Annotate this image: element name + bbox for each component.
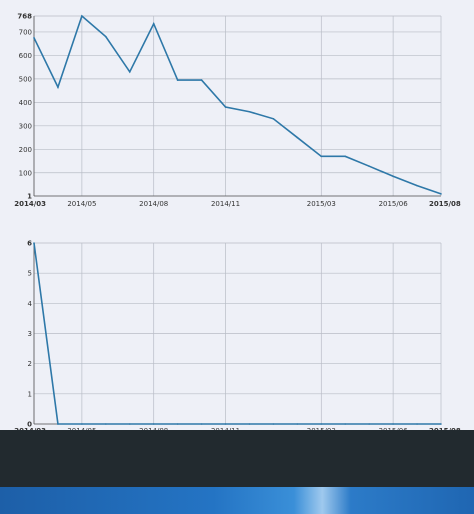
y-tick-label: 100 [19, 169, 32, 177]
data-point [224, 106, 227, 108]
data-point [344, 155, 347, 158]
data-point [176, 79, 179, 81]
data-point [105, 35, 107, 38]
data-point [57, 423, 59, 425]
data-point [200, 79, 203, 81]
data-point [200, 423, 203, 425]
data-point [272, 423, 275, 425]
y-tick-label: 500 [19, 75, 32, 83]
y-tick-label: 4 [28, 300, 33, 308]
data-point [392, 423, 394, 425]
x-tick-label: 2014/03 [14, 200, 46, 208]
data-point [152, 423, 155, 425]
x-tick-label: 2014/08 [139, 200, 168, 208]
data-point [81, 15, 83, 17]
data-point [248, 110, 251, 113]
data-point [296, 136, 299, 139]
data-point [33, 37, 35, 39]
chart-top: 1 100 200 300 400 500 600 700 768 2014/03 2014/05 2… [14, 13, 461, 209]
y-tick-label: 600 [19, 52, 32, 60]
data-point [368, 423, 370, 425]
y-tick-label: 0 [27, 421, 32, 429]
y-tick-label: 700 [19, 28, 32, 36]
data-point [344, 423, 347, 425]
data-point [248, 423, 251, 425]
data-point [368, 165, 370, 167]
y-tick-label: 3 [28, 330, 32, 338]
x-tick-label: 2014/11 [211, 200, 240, 208]
x-tick-label: 2015/06 [379, 200, 409, 208]
data-point [272, 117, 275, 120]
data-point [440, 193, 442, 195]
y-tick-label: 5 [28, 270, 32, 278]
y-tick-label: 1 [28, 390, 32, 398]
y-tick-label: 300 [19, 122, 32, 130]
y-tick-label: 768 [17, 13, 32, 21]
y-tick-label: 6 [27, 240, 32, 248]
data-point [416, 184, 418, 187]
desktop-background [0, 487, 474, 514]
data-point [176, 423, 179, 425]
data-point [224, 423, 227, 425]
data-point [33, 242, 35, 244]
data-point [57, 86, 59, 88]
x-tick-label: 2015/03 [307, 200, 336, 208]
data-point [440, 423, 442, 425]
y-tick-label: 200 [19, 146, 32, 154]
data-point [320, 155, 323, 158]
y-tick-label: 400 [19, 99, 32, 107]
data-point [296, 423, 299, 425]
y-tick-label: 1 [27, 193, 32, 201]
data-point [320, 423, 323, 425]
data-point [81, 423, 83, 425]
series-line [33, 14, 442, 195]
data-point [105, 423, 107, 425]
data-point [128, 423, 131, 425]
data-point [152, 22, 155, 25]
data-point [416, 423, 418, 425]
chart-bottom: 01234562014/032014/052014/082014/112015/… [14, 240, 461, 436]
x-tick-label: 2014/05 [67, 200, 96, 208]
data-point [128, 71, 131, 73]
x-tick-label: 2015/08 [429, 200, 461, 208]
taskbar-overlay [0, 430, 474, 487]
series-line [33, 242, 441, 425]
data-point [392, 175, 394, 178]
y-tick-label: 2 [28, 360, 32, 368]
